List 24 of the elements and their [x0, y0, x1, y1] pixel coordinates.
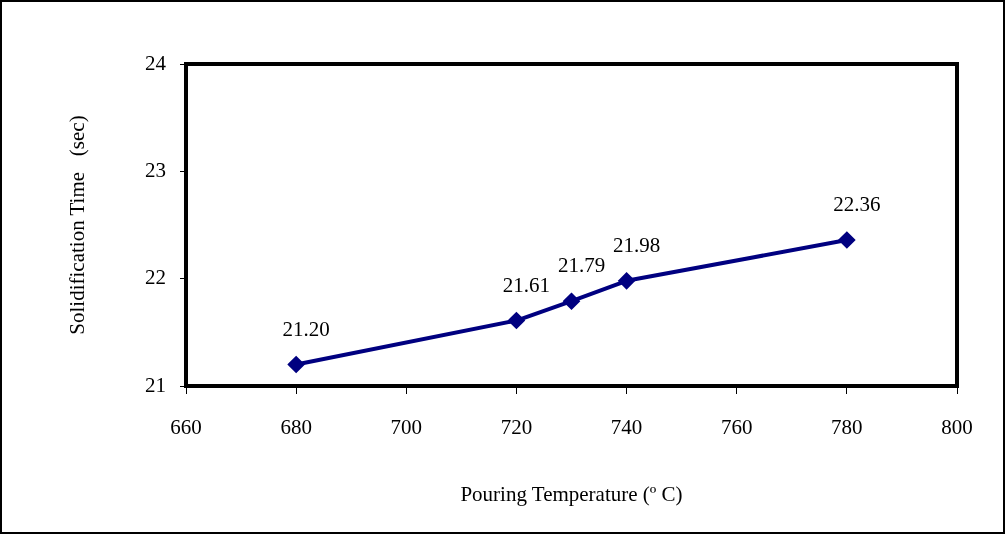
y-axis-title: Solidification Time (sec): [65, 115, 90, 335]
data-label: 21.98: [612, 232, 661, 257]
data-label: 21.61: [502, 272, 551, 297]
x-tick-label: 680: [280, 415, 312, 440]
x-tick-label: 800: [941, 415, 973, 440]
y-tick-label: 21: [145, 372, 166, 397]
y-tick-label: 23: [145, 157, 166, 182]
point: [288, 356, 305, 373]
x-tick-label: 780: [831, 415, 863, 440]
x-tick-label: 760: [720, 415, 753, 440]
point: [618, 272, 635, 289]
x-tick-label: 700: [390, 415, 423, 440]
x-tick-label: 720: [500, 415, 533, 440]
data-label: 21.20: [282, 316, 330, 341]
x-tick-label: 660: [170, 415, 202, 440]
y-tick-label: 24: [145, 50, 167, 75]
point: [563, 293, 580, 310]
x-tick-label: 740: [610, 415, 643, 440]
point: [508, 312, 525, 329]
data-label: 22.36: [833, 192, 881, 217]
data-label: 21.79: [557, 253, 606, 278]
x-axis-title: Pouring Temperature (º C): [460, 481, 683, 506]
point: [838, 232, 855, 249]
y-tick-label: 22: [145, 265, 166, 290]
